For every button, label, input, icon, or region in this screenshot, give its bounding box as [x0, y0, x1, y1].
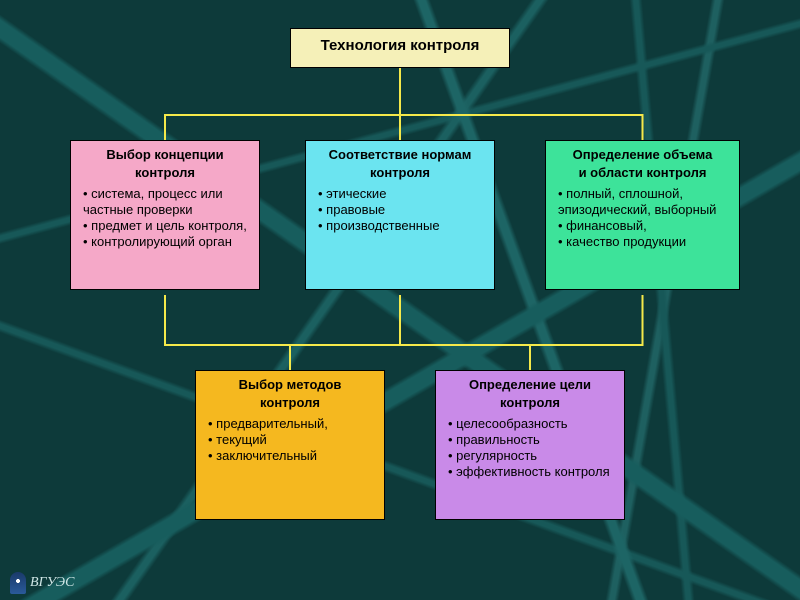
- node-title2: и области контроля: [554, 165, 731, 181]
- root-node: Технология контроля: [290, 28, 510, 68]
- node-bullets: целесообразностьправильностьрегулярность…: [444, 416, 616, 481]
- node-title: Выбор методов: [204, 377, 376, 393]
- node-title2: контроля: [444, 395, 616, 411]
- node-bullets: этическиеправовыепроизводственные: [314, 186, 486, 235]
- bullet-item: полный, сплошной, эпизодический, выборны…: [558, 186, 731, 219]
- node-goal: Определение цели контроля целесообразнос…: [435, 370, 625, 520]
- bullet-item: производственные: [318, 218, 486, 234]
- node-concept: Выбор концепции контроля система, процес…: [70, 140, 260, 290]
- node-title: Соответствие нормам: [314, 147, 486, 163]
- bullet-item: контролирующий орган: [83, 234, 251, 250]
- bullet-item: правовые: [318, 202, 486, 218]
- bullet-item: целесообразность: [448, 416, 616, 432]
- node-title2: контроля: [79, 165, 251, 181]
- bullet-item: эффективность контроля: [448, 464, 616, 480]
- node-title: Выбор концепции: [79, 147, 251, 163]
- connector-lines: [0, 0, 800, 600]
- diagram-stage: Технология контроля Выбор концепции конт…: [0, 0, 800, 600]
- bullet-item: текущий: [208, 432, 376, 448]
- node-title2: контроля: [204, 395, 376, 411]
- bullet-item: заключительный: [208, 448, 376, 464]
- node-bullets: система, процесс или частные проверкипре…: [79, 186, 251, 251]
- node-norms: Соответствие нормам контроля этическиепр…: [305, 140, 495, 290]
- bullet-item: правильность: [448, 432, 616, 448]
- logo-icon: [10, 572, 26, 594]
- bullet-item: финансовый,: [558, 218, 731, 234]
- bullet-item: качество продукции: [558, 234, 731, 250]
- footer-text: ВГУЭС: [30, 575, 74, 591]
- node-bullets: предварительный,текущийзаключительный: [204, 416, 376, 465]
- bullet-item: система, процесс или частные проверки: [83, 186, 251, 219]
- node-bullets: полный, сплошной, эпизодический, выборны…: [554, 186, 731, 251]
- bullet-item: регулярность: [448, 448, 616, 464]
- footer-logo: ВГУЭС: [10, 572, 74, 594]
- node-title: Определение объема: [554, 147, 731, 163]
- bullet-item: этические: [318, 186, 486, 202]
- node-methods: Выбор методов контроля предварительный,т…: [195, 370, 385, 520]
- node-title2: контроля: [314, 165, 486, 181]
- bullet-item: предварительный,: [208, 416, 376, 432]
- root-title: Технология контроля: [321, 37, 480, 56]
- node-title: Определение цели: [444, 377, 616, 393]
- bullet-item: предмет и цель контроля,: [83, 218, 251, 234]
- node-scope: Определение объема и области контроля по…: [545, 140, 740, 290]
